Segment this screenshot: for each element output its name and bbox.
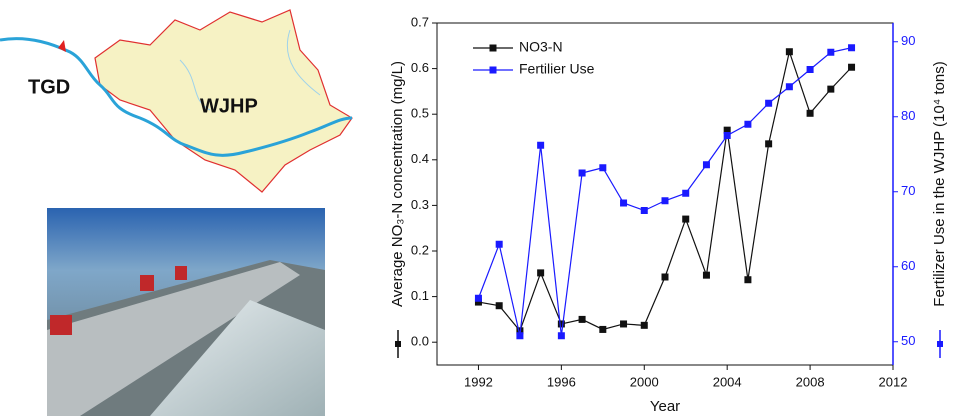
river <box>179 29 321 111</box>
point <box>599 325 607 333</box>
point <box>765 140 773 148</box>
point <box>495 302 503 310</box>
river <box>0 37 353 157</box>
y-axis-label: Average NO₃-N concentration (mg/L) <box>389 61 406 307</box>
point <box>848 44 856 52</box>
photo <box>47 208 325 416</box>
point <box>827 85 835 93</box>
point <box>827 48 835 56</box>
point <box>682 215 690 223</box>
point <box>744 276 752 284</box>
point <box>702 161 710 169</box>
point <box>516 332 524 340</box>
chart: 1992 1996 2000 2004 2008 2012 0.0 0.1 0.2 0.3 0.4 0… <box>389 14 948 415</box>
point <box>557 320 565 328</box>
series-line <box>477 47 852 336</box>
legend-label: Fertilier Use <box>519 61 595 77</box>
point <box>702 271 710 279</box>
point <box>578 315 586 323</box>
x-axis-label: Year <box>650 398 680 415</box>
point <box>620 199 628 207</box>
point <box>599 164 607 172</box>
y-tick-label: 0.3 <box>411 197 429 212</box>
legend-label: NO3-N <box>519 39 563 55</box>
y2-tick-label: 80 <box>901 108 915 123</box>
y2-tick-label: 60 <box>901 258 915 273</box>
map-label: WJHP <box>200 95 258 117</box>
series-line <box>478 49 852 332</box>
x-tick-label: 2008 <box>796 374 825 389</box>
legend-marker <box>489 66 497 74</box>
x-tick-label: 2000 <box>630 374 659 389</box>
x-tick-label: 2012 <box>879 374 908 389</box>
point <box>848 63 856 71</box>
dam-marker <box>58 40 66 52</box>
y-tick-label: 0.7 <box>411 14 429 29</box>
point <box>785 48 793 56</box>
point <box>620 320 628 328</box>
point <box>474 298 482 306</box>
y-tick-label: 0.1 <box>411 288 429 303</box>
point <box>723 126 731 134</box>
y2-tick-label: 90 <box>901 33 915 48</box>
point <box>661 273 669 281</box>
y-tick-label: 0.4 <box>411 151 429 166</box>
point <box>744 120 752 128</box>
point <box>537 269 545 277</box>
point <box>765 99 773 107</box>
point <box>806 109 814 117</box>
point <box>806 66 814 73</box>
y-tick-label: 0.0 <box>411 334 429 349</box>
y-tick-label: 0.2 <box>411 242 429 257</box>
point <box>682 189 690 197</box>
point <box>537 141 545 149</box>
point <box>495 240 503 248</box>
map: TGD WJHP <box>0 9 353 193</box>
map-label: TGD <box>28 76 70 98</box>
point <box>785 83 793 91</box>
y2-label-key-marker <box>937 341 943 347</box>
y-tick-label: 0.6 <box>411 60 429 75</box>
point <box>474 294 482 302</box>
point <box>578 169 586 177</box>
point <box>640 207 648 214</box>
x-tick-label: 1992 <box>464 374 493 389</box>
x-tick-label: 2004 <box>713 374 742 389</box>
legend-marker <box>489 44 497 52</box>
y2-tick-label: 70 <box>901 183 915 198</box>
point <box>640 321 648 329</box>
y2-tick-label: 50 <box>901 333 915 348</box>
y-label-key-marker <box>395 341 401 347</box>
point <box>557 332 565 340</box>
y-tick-label: 0.5 <box>411 106 429 121</box>
x-tick-label: 1996 <box>547 374 576 389</box>
point <box>723 132 731 139</box>
point <box>661 197 669 205</box>
y2-axis-label: Fertilizer Use in the WJHP (10⁴ tons) <box>931 61 948 306</box>
